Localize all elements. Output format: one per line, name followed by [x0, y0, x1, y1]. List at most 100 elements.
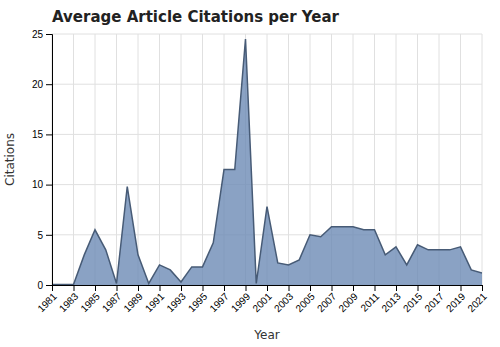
y-tick-mark [46, 134, 52, 135]
plot-area: 1981198319851987198919911993199519971999… [32, 29, 489, 314]
x-tick: 2013 [379, 285, 403, 314]
grid-line-x [116, 34, 117, 285]
y-tick: 5 [37, 230, 52, 241]
x-tick-mark [117, 285, 118, 291]
y-tick-label: 5 [37, 230, 43, 241]
y-tick-mark [46, 185, 52, 186]
x-tick: 2005 [293, 285, 317, 314]
y-tick-label: 0 [37, 280, 43, 291]
y-tick-label: 10 [32, 179, 44, 190]
y-tick: 0 [37, 280, 52, 291]
x-tick: 2003 [272, 285, 296, 314]
chart-svg: 1981198319851987198919911993199519971999… [0, 0, 500, 347]
grid-line-x [73, 34, 74, 285]
y-tick: 15 [32, 129, 52, 140]
x-tick-mark [482, 285, 483, 291]
x-tick: 2017 [422, 285, 446, 314]
x-tick-mark [439, 285, 440, 291]
x-tick-mark [375, 285, 376, 291]
y-axis: 0 5 10 15 20 25 [32, 29, 53, 291]
x-tick-mark [353, 285, 354, 291]
y-tick: 20 [32, 79, 52, 90]
x-tick-mark [289, 285, 290, 291]
x-tick-mark [95, 285, 96, 291]
chart-container: 1981198319851987198919911993199519971999… [0, 0, 500, 347]
x-tick-mark [224, 285, 225, 291]
x-tick-mark [160, 285, 161, 291]
area [52, 39, 482, 285]
title: Average Article Citations per Year [52, 8, 340, 26]
x-tick-label: 2013 [379, 290, 403, 314]
x-tick: 1997 [207, 285, 231, 314]
x-tick-mark [461, 285, 462, 291]
x-tick-label: 1987 [100, 290, 124, 314]
x-tick-label: 1985 [78, 290, 102, 314]
y-tick-label: 25 [32, 29, 44, 40]
y-tick-mark [46, 84, 52, 85]
x-tick: 1985 [78, 285, 102, 314]
x-tick-label: 1993 [164, 290, 188, 314]
x-axis-title: Year [253, 328, 279, 342]
x-tick-mark [138, 285, 139, 291]
x-tick: 1987 [100, 285, 124, 314]
x-tick-label: 2003 [272, 290, 296, 314]
x-tick-label: 1989 [121, 290, 145, 314]
x-tick-mark [203, 285, 204, 291]
y-tick: 10 [32, 179, 52, 190]
x-tick: 2009 [336, 285, 360, 314]
grid-line-y [52, 84, 482, 85]
x-tick-label: 1991 [143, 290, 167, 314]
x-tick-label: 2017 [422, 290, 446, 314]
x-tick-mark [332, 285, 333, 291]
x-tick-mark [310, 285, 311, 291]
x-tick: 2001 [250, 285, 274, 314]
x-tick: 1983 [57, 285, 81, 314]
grid-line-x [288, 34, 289, 285]
y-tick-mark [46, 34, 52, 35]
grid-line-y [52, 184, 482, 185]
grid-line-x [202, 34, 203, 285]
x-tick-mark [246, 285, 247, 291]
x-tick-mark [181, 285, 182, 291]
grid-line-y [52, 34, 482, 35]
x-tick-label: 2009 [336, 290, 360, 314]
x-tick-mark [74, 285, 75, 291]
x-axis: 1981198319851987198919911993199519971999… [35, 285, 489, 314]
x-tick-label: 2011 [358, 290, 381, 313]
x-tick-label: 2001 [250, 290, 274, 314]
x-tick-label: 2015 [401, 290, 425, 314]
y-tick-label: 15 [32, 129, 44, 140]
x-tick: 1991 [143, 285, 167, 314]
x-tick-label: 2007 [315, 290, 339, 314]
x-tick: 2007 [315, 285, 339, 314]
x-tick-label: 2021 [465, 290, 489, 314]
grid-line-x [439, 34, 440, 285]
grid [52, 34, 482, 285]
grid-line-x [482, 34, 483, 285]
grid-line-x [181, 34, 182, 285]
x-tick: 2019 [444, 285, 468, 314]
y-tick-mark [46, 235, 52, 236]
x-tick-label: 1999 [229, 290, 253, 314]
x-axis-line [53, 286, 483, 292]
x-tick-mark [396, 285, 397, 291]
y-axis-line [46, 35, 53, 286]
x-tick: 2021 [465, 285, 489, 314]
x-tick: 1995 [186, 285, 210, 314]
grid-line-y [52, 134, 482, 135]
grid-line-x [159, 34, 160, 285]
x-tick-mark [267, 285, 268, 291]
y-tick-mark [46, 285, 52, 286]
y-axis-title: Citations [3, 133, 17, 186]
x-tick: 1989 [121, 285, 145, 314]
x-tick-label: 2019 [444, 290, 468, 314]
x-tick-label: 1997 [207, 290, 231, 314]
x-tick-mark [418, 285, 419, 291]
x-tick: 2011 [358, 285, 381, 314]
x-tick-label: 1981 [35, 290, 59, 314]
y-tick-label: 20 [32, 79, 44, 90]
marks [52, 39, 482, 285]
y-tick: 25 [32, 29, 52, 40]
line [52, 39, 482, 284]
x-tick-label: 2005 [293, 290, 317, 314]
